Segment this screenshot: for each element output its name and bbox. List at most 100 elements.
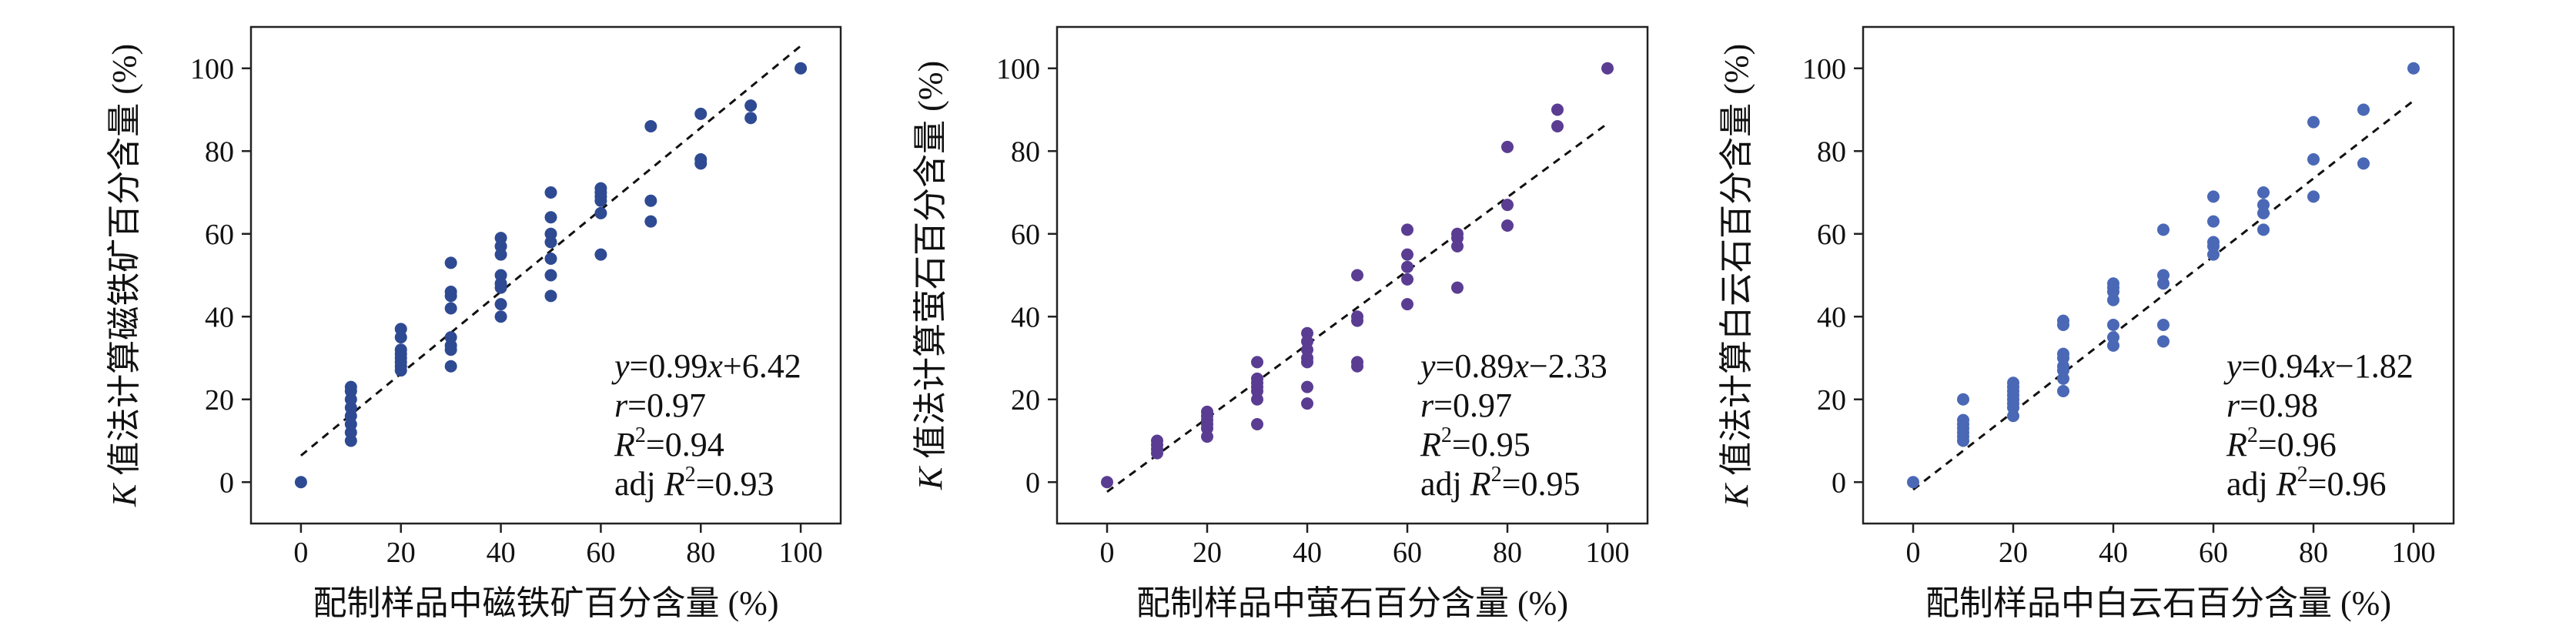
data-point [2307, 153, 2320, 166]
data-point [1551, 120, 1564, 132]
data-point [2257, 223, 2270, 236]
r2-var: R [614, 426, 635, 463]
plot-frame [249, 25, 842, 525]
data-point [2107, 319, 2119, 331]
regression-equation: y=0.94x−1.82 [2223, 347, 2414, 385]
r2-sup: 2 [2247, 423, 2258, 447]
data-point [1501, 140, 1514, 153]
data-point [1301, 397, 1313, 410]
r2-val: =0.96 [2258, 426, 2337, 463]
fit-line [1912, 99, 2414, 491]
adj-var: R [2276, 465, 2297, 503]
chart-fluorite: 0 20 40 60 80 100020406080100y=0.89x−2.33r=0.… [912, 25, 1649, 622]
y-axis-var: K [912, 465, 949, 490]
adj-prefix: adj [1420, 465, 1470, 503]
data-point [494, 298, 507, 311]
x-tick-label: 0 [1906, 537, 1921, 569]
r2-val: =0.95 [1452, 426, 1531, 463]
r-value: r=0.98 [2226, 386, 2318, 424]
data-point [2207, 236, 2220, 249]
data-point [1551, 103, 1564, 116]
data-point [694, 107, 708, 120]
data-point [644, 194, 657, 207]
data-point [1907, 476, 1919, 489]
y-tick-label: 0 [219, 467, 234, 499]
adj-sup: 2 [1491, 463, 1502, 487]
data-point [2007, 376, 2019, 390]
y-tick-label: 20 [1817, 384, 1846, 417]
adj-var: R [1470, 465, 1491, 503]
data-point [2157, 269, 2170, 282]
data-point [1251, 356, 1263, 369]
y-tick-label: 100 [996, 53, 1040, 85]
r-val: =0.98 [2240, 386, 2318, 424]
data-point [444, 331, 457, 344]
data-point [1601, 62, 1614, 75]
r-var: r [2226, 386, 2240, 424]
x-tick-label: 60 [1393, 537, 1422, 569]
y-tick-label: 60 [205, 219, 234, 251]
y-tick-label: 40 [205, 301, 234, 333]
chart-magnetite: 0 20 40 60 80 100020406080100y=0.99x+6.42r=0.… [105, 25, 842, 622]
x-tick-label: 60 [2199, 537, 2228, 569]
x-tick-label: 40 [1293, 537, 1322, 569]
adj-r2-value: adj R2=0.93 [614, 463, 774, 503]
data-point [444, 302, 457, 315]
data-point [1201, 405, 1213, 418]
r2-value: R2=0.95 [1420, 423, 1531, 463]
data-point [1957, 393, 1969, 406]
r-val: =0.97 [1434, 386, 1512, 424]
data-point [1351, 356, 1363, 369]
data-point [2207, 190, 2220, 203]
r-var: r [614, 386, 628, 424]
y-tick-label: 0 [1832, 467, 1846, 499]
x-tick-label: 100 [1586, 537, 1630, 569]
data-point [1251, 372, 1263, 385]
x-tick-label: 80 [1493, 537, 1522, 569]
data-point [1251, 418, 1263, 430]
r2-sup: 2 [635, 423, 646, 447]
x-tick-label: 80 [2299, 537, 2328, 569]
eq-x: x [707, 347, 723, 385]
y-axis-text: 值法计算白云石百分含量 (%) [1718, 44, 1755, 484]
y-tick-label: 100 [1802, 53, 1846, 85]
eq-slope: =0.99 [630, 347, 708, 385]
adj-prefix: adj [614, 465, 664, 503]
r-value: r=0.97 [1420, 386, 1512, 424]
y-axis-label: K 值法计算磁铁矿百分含量 (%) [105, 44, 143, 507]
eq-y: y [2223, 347, 2242, 385]
r-value: r=0.97 [614, 386, 706, 424]
y-tick-label: 80 [1011, 136, 1040, 168]
x-tick-label: 20 [1193, 537, 1222, 569]
adj-r2-value: adj R2=0.96 [2226, 463, 2386, 503]
data-point [1401, 223, 1413, 236]
r2-value: R2=0.96 [2226, 423, 2337, 463]
eq-y: y [1417, 347, 1436, 385]
plot-frame [1055, 25, 1649, 525]
y-tick-label: 100 [190, 53, 234, 85]
y-tick-label: 40 [1817, 301, 1846, 333]
data-point [344, 380, 357, 393]
x-tick-label: 40 [487, 537, 516, 569]
eq-x: x [2319, 347, 2335, 385]
y-tick-label: 20 [1011, 384, 1040, 417]
adj-sup: 2 [685, 463, 696, 487]
y-axis-var: K [1718, 482, 1755, 507]
data-point [2057, 314, 2069, 327]
r-var: r [1420, 386, 1434, 424]
data-point [1301, 326, 1313, 340]
eq-intercept: +6.42 [723, 347, 801, 385]
data-point [394, 323, 407, 336]
data-point [2307, 190, 2320, 203]
data-point [494, 232, 507, 245]
y-tick-label: 80 [205, 136, 234, 168]
data-point [2057, 347, 2069, 360]
y-axis-text: 值法计算萤石百分含量 (%) [912, 61, 949, 467]
x-tick-label: 0 [1100, 537, 1115, 569]
x-tick-label: 80 [686, 537, 715, 569]
data-point [2357, 157, 2370, 170]
data-point [1301, 380, 1313, 393]
y-axis-label: K 值法计算白云石百分含量 (%) [1718, 44, 1755, 507]
adj-val: =0.93 [696, 465, 774, 503]
